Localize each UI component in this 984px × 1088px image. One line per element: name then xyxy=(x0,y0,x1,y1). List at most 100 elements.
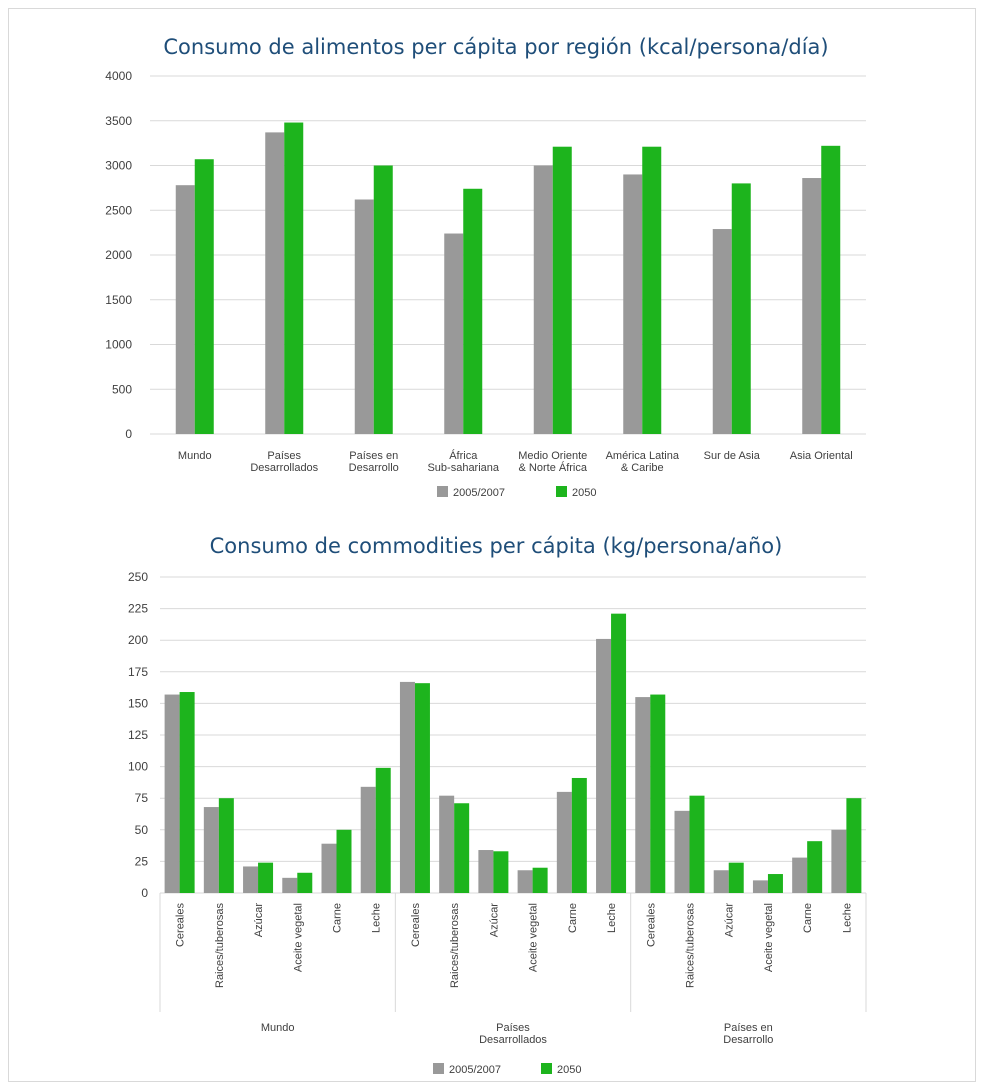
chart-1-bar-2005 xyxy=(533,165,553,434)
chart-2-legend-label-2005: 2005/2007 xyxy=(449,1064,501,1076)
chart-2-y-tick-label: 125 xyxy=(128,728,148,742)
chart-1-bar-2050 xyxy=(821,145,841,434)
chart-2-y-tick-label: 0 xyxy=(141,886,148,900)
chart-2-category-label: Raices/tuberosas xyxy=(214,903,226,988)
chart-1-bar-2050 xyxy=(731,183,751,434)
chart-2-bar-2005 xyxy=(635,697,651,893)
chart-2-bar-2050 xyxy=(454,803,470,893)
chart-2-bar-2050 xyxy=(493,851,509,893)
chart-2-category-label: Carne xyxy=(567,903,579,933)
chart-2-bar-2005 xyxy=(164,694,180,893)
chart-2-bar-2005 xyxy=(556,791,572,893)
chart-1-y-tick-label: 3000 xyxy=(105,159,132,173)
chart-1-bar-2050 xyxy=(642,146,662,434)
chart-1-category-label: Asia Oriental xyxy=(790,450,853,462)
chart-2-bar-2005 xyxy=(674,810,690,893)
chart-1-category-label: & Caribe xyxy=(621,462,664,474)
chart-1-category-label: América Latina xyxy=(606,450,680,462)
chart-1-category-label: Países en xyxy=(349,450,398,462)
chart-2-bar-2005 xyxy=(752,880,768,893)
chart-2-category-label: Aceite vegetal xyxy=(528,903,540,972)
chart-2-bar-2050 xyxy=(650,694,666,893)
chart-2-y-tick-label: 150 xyxy=(128,696,148,710)
chart-2-bar-2005 xyxy=(439,795,455,893)
chart-2-bar-2005 xyxy=(321,843,337,893)
chart-2-y-tick-label: 25 xyxy=(135,854,149,868)
chart-2-bar-2005 xyxy=(713,870,729,893)
chart-1-category-label: & Norte África xyxy=(519,461,588,474)
chart-1-bar-2050 xyxy=(552,146,572,434)
chart-2-category-label: Azúcar xyxy=(253,903,265,938)
chart-2-category-label: Cereales xyxy=(175,903,187,948)
chart-1-category-label: Desarrollados xyxy=(250,462,318,474)
chart-2-bar-2005 xyxy=(203,807,219,893)
chart-2-bar-2050 xyxy=(532,867,548,893)
chart-2-bar-2050 xyxy=(179,692,195,893)
chart-2-y-tick-label: 250 xyxy=(128,570,148,584)
chart-1-bar-2005 xyxy=(623,174,643,434)
chart-2-y-tick-label: 200 xyxy=(128,633,148,647)
chart-2-category-label: Aceite vegetal xyxy=(292,903,304,972)
chart-2-group-label: Desarrollo xyxy=(723,1034,773,1046)
chart-2-category-label: Leche xyxy=(606,903,618,933)
chart-1-bar-2050 xyxy=(373,165,393,434)
chart-2-legend-label-2050: 2050 xyxy=(557,1064,581,1076)
chart-2-category-label: Cereales xyxy=(410,903,422,948)
chart-2-bar-2050 xyxy=(297,872,313,893)
chart-2-category-label: Raices/tuberosas xyxy=(449,903,461,988)
chart-2-y-tick-label: 75 xyxy=(135,791,149,805)
chart-1-y-tick-label: 2000 xyxy=(105,248,132,262)
chart-2-bar-2050 xyxy=(375,767,391,893)
chart-2-category-label: Carne xyxy=(802,903,814,933)
chart-2-bar-2050 xyxy=(767,874,783,893)
chart-2-bar-2050 xyxy=(689,795,705,893)
chart-1-legend-swatch-2005 xyxy=(437,486,448,497)
chart-2-bar-2050 xyxy=(336,829,352,893)
chart-2-y-tick-label: 100 xyxy=(128,760,148,774)
chart-2-bar-2050 xyxy=(258,862,274,893)
chart-1-legend-label-2005: 2005/2007 xyxy=(453,487,505,499)
chart-2-category-label: Azúcar xyxy=(724,903,736,938)
chart-1-category-label: África xyxy=(449,449,478,462)
chart-1-bar-2005 xyxy=(175,185,195,434)
chart-1-y-tick-label: 0 xyxy=(125,427,132,441)
chart-1-legend-swatch-2050 xyxy=(556,486,567,497)
chart-2-bar-2005 xyxy=(478,850,494,893)
chart-2-category-label: Cereales xyxy=(645,903,657,948)
chart-1-bar-2005 xyxy=(802,178,822,434)
chart-2-category-label: Carne xyxy=(332,903,344,933)
chart-2-category-label: Leche xyxy=(841,903,853,933)
chart-1-y-tick-label: 500 xyxy=(112,382,132,396)
chart-2-group-label: Mundo xyxy=(261,1022,295,1034)
chart-2-y-tick-label: 225 xyxy=(128,602,148,616)
chart-2-bar-2050 xyxy=(728,862,744,893)
chart-1-bar-2005 xyxy=(444,233,464,434)
chart-2-bar-2005 xyxy=(399,681,415,893)
chart-1-bar-2050 xyxy=(463,188,483,434)
chart-2-bar-2005 xyxy=(360,786,376,893)
chart-2-bar-2050 xyxy=(571,777,587,893)
chart-2-bar-2005 xyxy=(596,638,612,893)
chart-2-group-label: Desarrollados xyxy=(479,1034,547,1046)
chart-1-y-tick-label: 4000 xyxy=(105,69,132,83)
chart-1-bar-2005 xyxy=(712,229,732,434)
chart-1-y-tick-label: 2500 xyxy=(105,203,132,217)
chart-1-category-label: Sub-sahariana xyxy=(427,462,499,474)
chart-1-bar-2050 xyxy=(194,159,214,435)
chart-2-category-label: Azúcar xyxy=(488,903,500,938)
chart-1-category-label: Medio Oriente xyxy=(518,450,587,462)
chart-2-group-label: Países en xyxy=(724,1022,773,1034)
chart-2-category-label: Leche xyxy=(371,903,383,933)
chart-1-category-label: Mundo xyxy=(178,450,212,462)
chart-2-bar-2050 xyxy=(611,613,627,893)
chart-2-bar-2050 xyxy=(807,841,823,893)
chart-2-bar-2050 xyxy=(218,798,234,893)
chart-2-bar-2050 xyxy=(846,798,862,893)
chart-2-category-label: Raices/tuberosas xyxy=(685,903,697,988)
chart-2-bar-2050 xyxy=(414,683,430,893)
chart-2-legend-swatch-2005 xyxy=(433,1063,444,1074)
chart-1-bar-2005 xyxy=(265,132,285,434)
chart-2-bar-2005 xyxy=(517,870,533,893)
chart-1-y-tick-label: 3500 xyxy=(105,114,132,128)
